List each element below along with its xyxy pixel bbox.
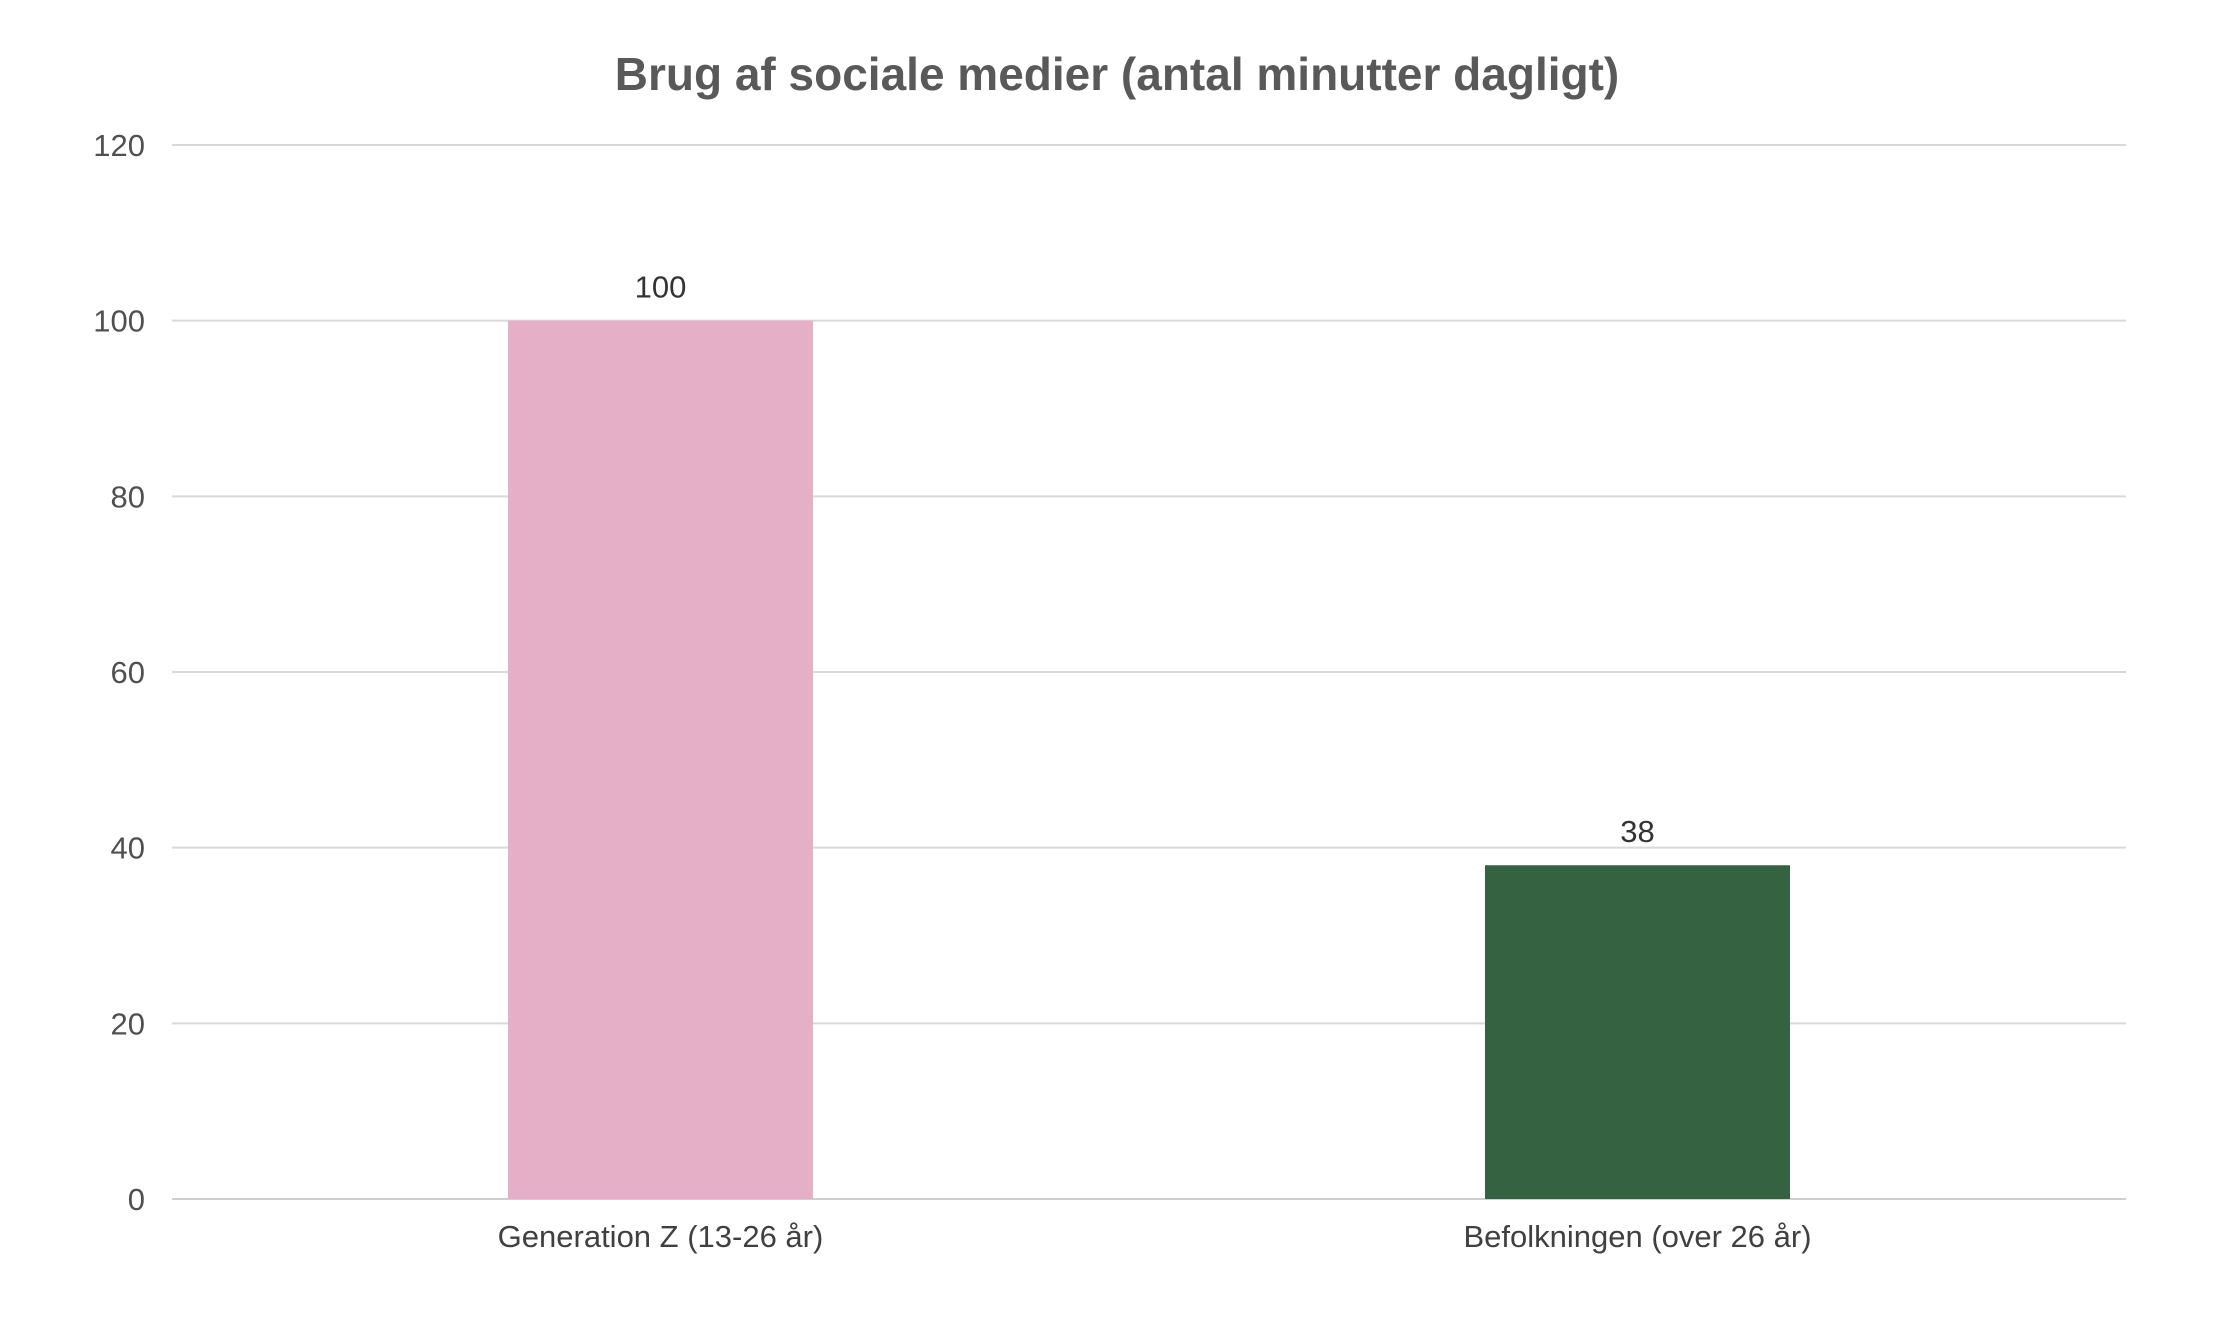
gridlines [172, 144, 2126, 1200]
y-tick-label: 100 [93, 304, 145, 339]
x-tick-label: Generation Z (13-26 år) [498, 1219, 824, 1254]
y-axis-ticks: 0 20 40 60 80 100 120 [93, 128, 145, 1217]
bar [508, 320, 813, 1200]
x-tick-label: Befolkningen (over 26 år) [1463, 1219, 1811, 1254]
y-tick-label: 60 [111, 655, 145, 690]
y-tick-label: 80 [111, 479, 145, 514]
y-tick-label: 0 [128, 1182, 145, 1217]
bar [1485, 865, 1790, 1199]
chart-title: Brug af sociale medier (antal minutter d… [615, 48, 1620, 100]
y-tick-label: 120 [93, 128, 145, 163]
bars [508, 320, 1790, 1200]
data-label: 38 [1620, 814, 1654, 849]
y-tick-label: 40 [111, 831, 145, 866]
x-axis-ticks: Generation Z (13-26 år) Befolkningen (ove… [498, 1219, 1812, 1254]
data-label: 100 [635, 270, 687, 305]
y-tick-label: 20 [111, 1006, 145, 1041]
data-labels: 100 38 [635, 270, 1655, 850]
